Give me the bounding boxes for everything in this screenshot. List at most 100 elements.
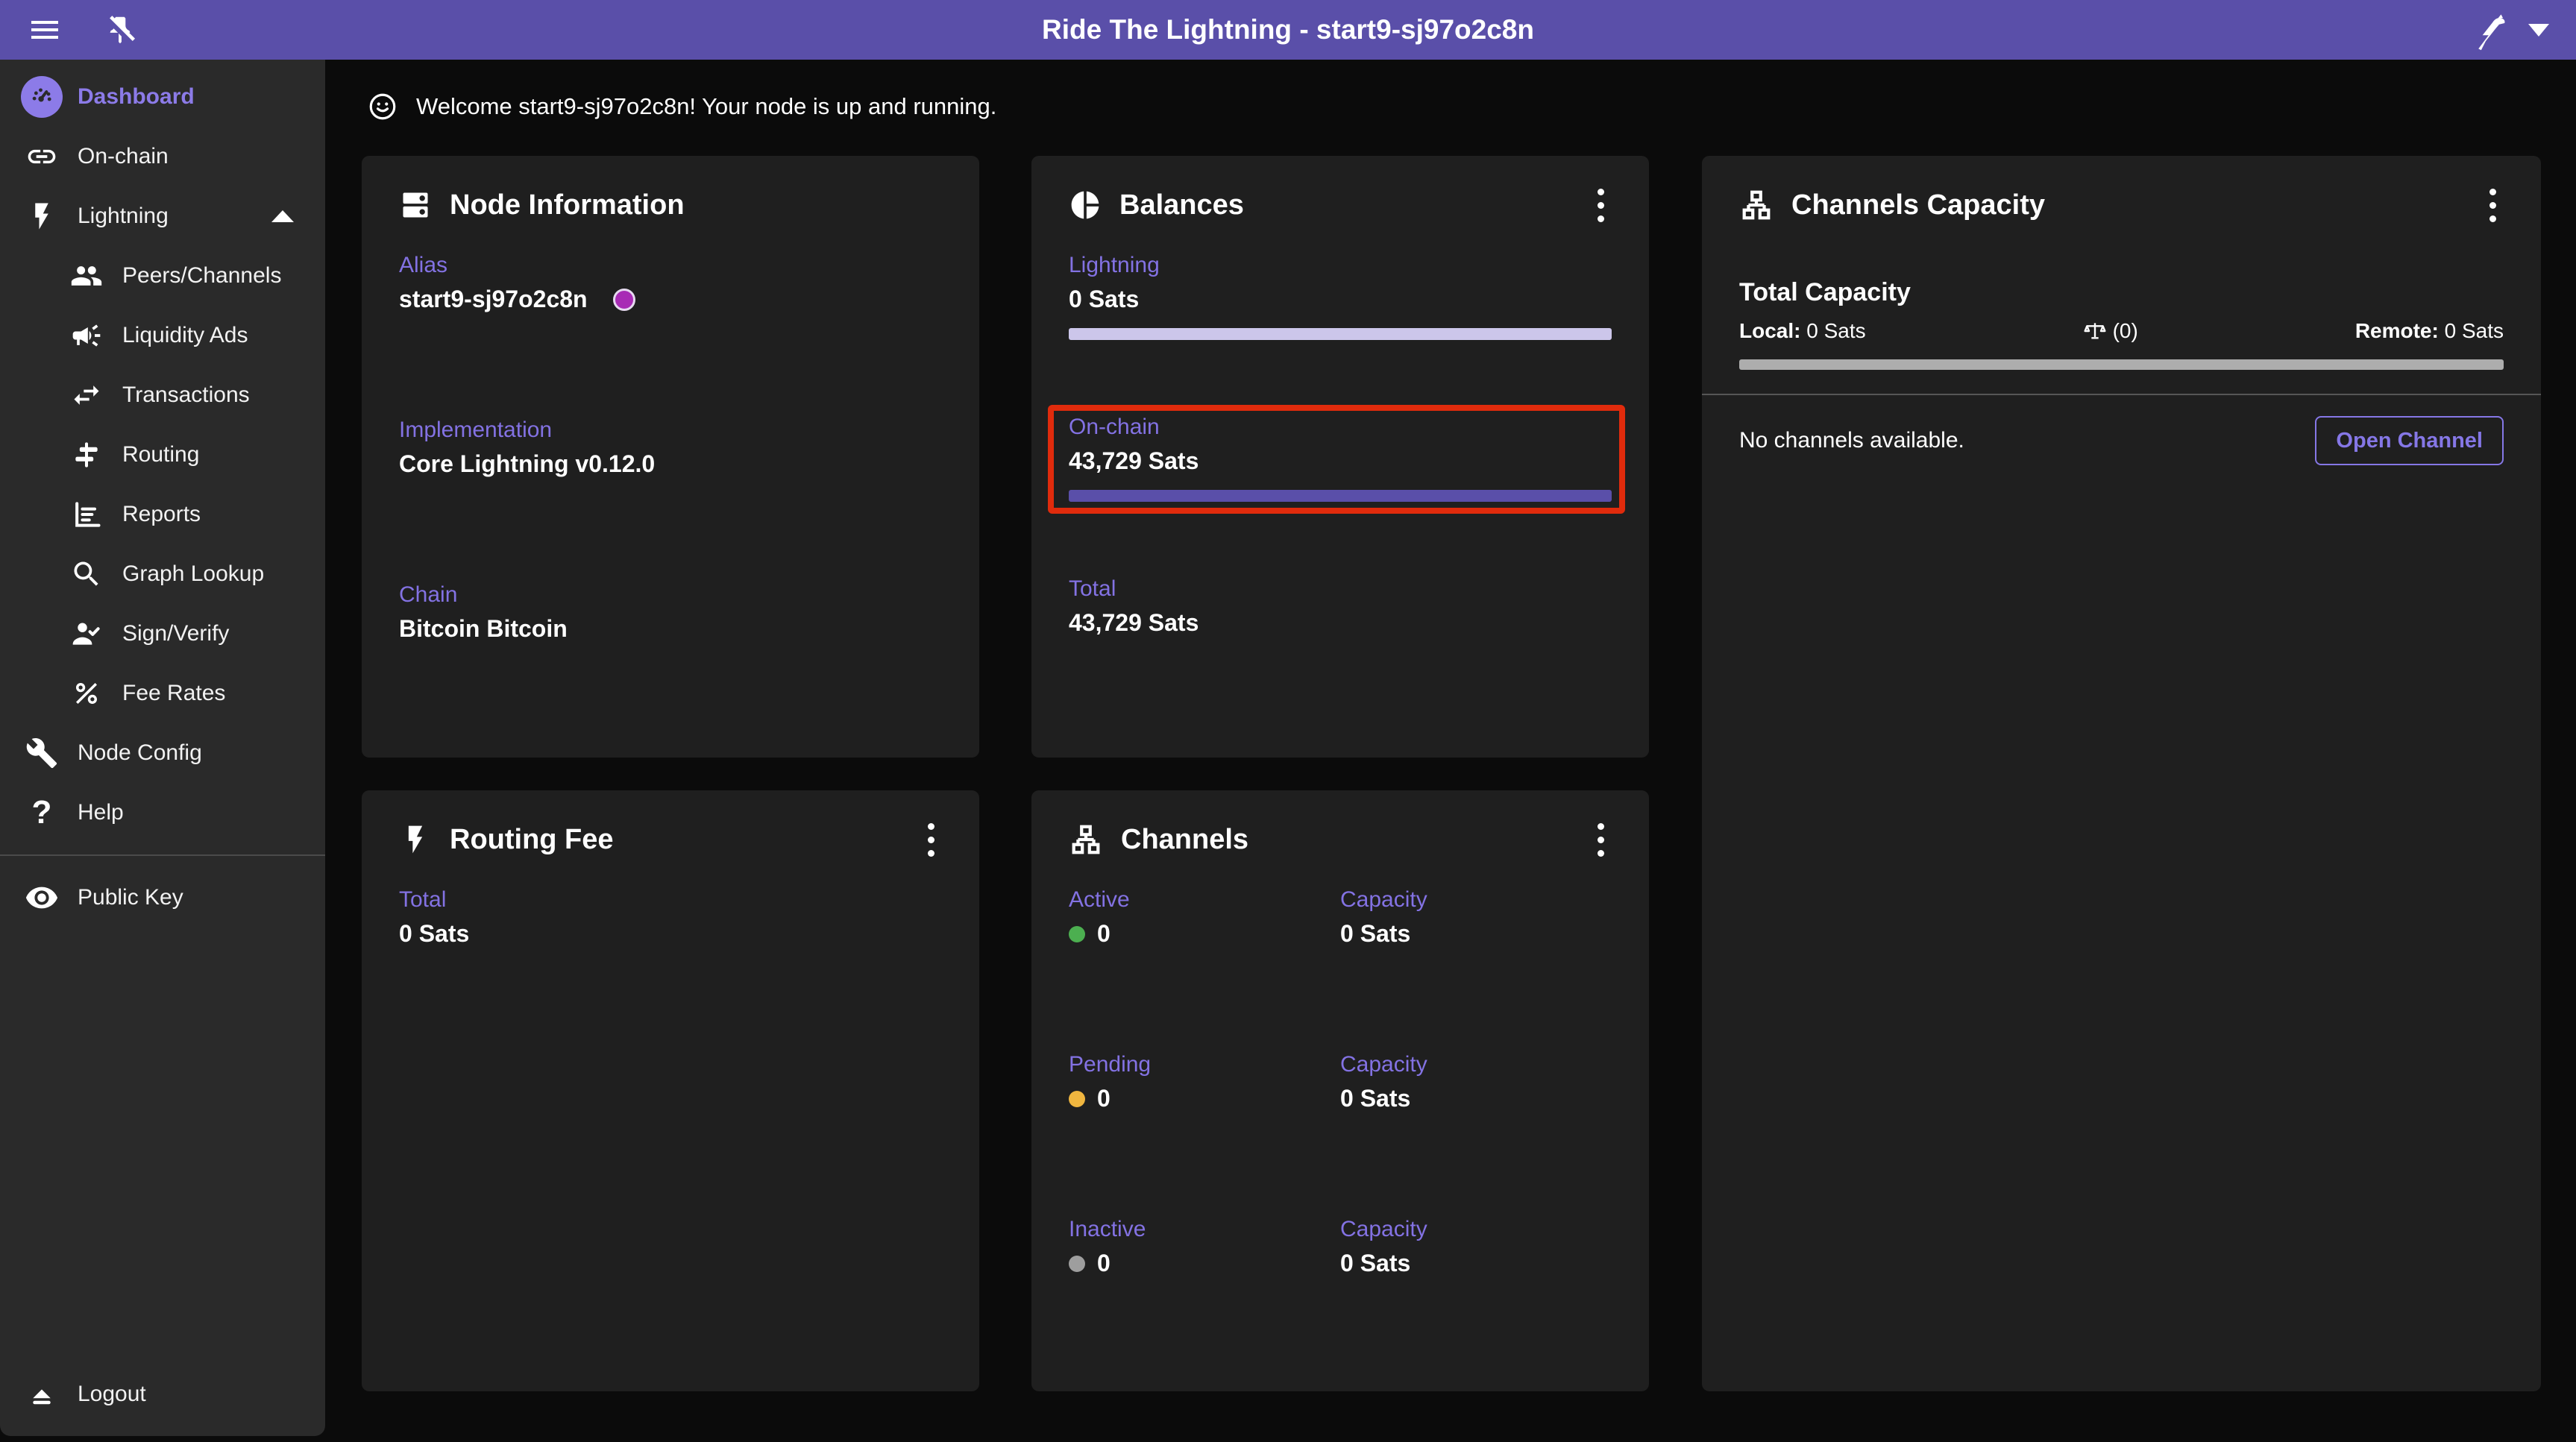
smiley-icon <box>367 91 398 122</box>
sidebar-label: Graph Lookup <box>122 561 265 586</box>
active-status-dot <box>1069 925 1085 942</box>
sidebar-label: Logout <box>78 1382 146 1406</box>
lightning-balance-label: Lightning <box>1069 253 1160 277</box>
sidebar-item-routing[interactable]: Routing <box>0 425 325 485</box>
total-balance-value: 43,729 Sats <box>1069 609 1199 636</box>
megaphone-icon <box>66 315 107 356</box>
sidebar-label: On-chain <box>78 144 169 169</box>
top-app-bar: Ride The Lightning - start9-sj97o2c8n <box>0 0 2576 60</box>
pending-status-dot <box>1069 1090 1085 1107</box>
sidebar-label: Help <box>78 800 124 825</box>
kebab-menu-icon[interactable] <box>2482 184 2504 227</box>
active-channels-cell: Active 0 <box>1069 887 1130 947</box>
alias-label: Alias <box>399 253 448 277</box>
active-capacity-cell: Capacity 0 Sats <box>1340 887 1427 947</box>
remote-capacity: Remote: 0 Sats <box>2354 319 2504 342</box>
bar-chart-icon <box>66 494 107 535</box>
onchain-balance-value: 43,729 Sats <box>1069 447 1199 474</box>
sidebar-item-public-key[interactable]: Public Key <box>0 868 325 928</box>
sidebar-item-logout[interactable]: Logout <box>0 1364 325 1424</box>
balance-count: (0) <box>2112 319 2138 342</box>
sidebar-item-lightning[interactable]: Lightning <box>0 186 325 246</box>
channels-tree-icon <box>1069 822 1103 857</box>
open-channel-button[interactable]: Open Channel <box>2315 416 2504 465</box>
balance-scale-icon <box>2083 319 2107 343</box>
sidebar-label: Transactions <box>122 382 250 407</box>
local-capacity: Local: 0 Sats <box>1739 319 1866 342</box>
sidebar-label: Sign/Verify <box>122 621 230 646</box>
link-icon <box>21 136 63 177</box>
dashboard-gauge-icon <box>21 76 63 118</box>
bolt-icon <box>21 195 63 237</box>
total-balance-label: Total <box>1069 576 1116 601</box>
channels-card: Channels Active 0 Capacity 0 Sats Pendin… <box>1031 790 1649 1391</box>
balance-indicator: (0) <box>2083 319 2138 343</box>
rtl-horse-logo-icon[interactable] <box>2466 8 2509 51</box>
sidebar-item-node-config[interactable]: Node Config <box>0 723 325 783</box>
sidebar-item-help[interactable]: ? Help <box>0 783 325 843</box>
eye-icon <box>21 877 63 919</box>
sidebar-item-on-chain[interactable]: On-chain <box>0 127 325 186</box>
pin-off-icon[interactable] <box>103 13 137 47</box>
hamburger-menu-icon[interactable] <box>27 12 63 48</box>
routing-fee-total-label: Total <box>399 887 447 912</box>
node-color-dot <box>612 288 635 311</box>
capacity-bar <box>1739 359 2504 370</box>
sidebar-label: Public Key <box>78 885 183 910</box>
kebab-menu-icon[interactable] <box>1590 184 1612 227</box>
sidebar-label: Lightning <box>78 204 169 228</box>
card-title: Node Information <box>450 189 685 221</box>
kebab-menu-icon[interactable] <box>1590 819 1612 861</box>
tools-icon <box>21 732 63 774</box>
card-title: Routing Fee <box>450 823 614 855</box>
sidebar-item-reports[interactable]: Reports <box>0 485 325 544</box>
sidebar-item-peers-channels[interactable]: Peers/Channels <box>0 246 325 306</box>
sidebar-item-fee-rates[interactable]: Fee Rates <box>0 664 325 723</box>
chevron-up-icon <box>271 210 294 222</box>
sidebar-label: Liquidity Ads <box>122 323 248 347</box>
sidebar-item-graph-lookup[interactable]: Graph Lookup <box>0 544 325 604</box>
alias-value: start9-sj97o2c8n <box>399 286 588 312</box>
sidebar-nav: Dashboard On-chain Lightning Peers/Chann… <box>0 60 325 1436</box>
node-information-card: Node Information Alias start9-sj97o2c8n … <box>362 156 979 758</box>
implementation-label: Implementation <box>399 418 553 442</box>
account-dropdown-caret-icon[interactable] <box>2528 23 2549 37</box>
total-capacity-label: Total Capacity <box>1739 278 1911 306</box>
inactive-status-dot <box>1069 1255 1085 1272</box>
lightning-balance-value: 0 Sats <box>1069 286 1140 312</box>
inactive-channels-cell: Inactive 0 <box>1069 1217 1146 1276</box>
routing-fee-card: Routing Fee Total 0 Sats <box>362 790 979 1391</box>
chain-label: Chain <box>399 582 458 607</box>
card-divider <box>1702 394 2541 395</box>
pie-chart-icon <box>1069 189 1102 221</box>
sidebar-item-liquidity-ads[interactable]: Liquidity Ads <box>0 306 325 365</box>
card-title: Channels <box>1121 823 1249 855</box>
pending-channels-cell: Pending 0 <box>1069 1052 1152 1112</box>
routing-fee-total-value: 0 Sats <box>399 920 470 947</box>
sidebar-item-transactions[interactable]: Transactions <box>0 365 325 425</box>
question-mark-icon: ? <box>31 794 52 831</box>
kebab-menu-icon[interactable] <box>920 819 942 861</box>
sidebar-item-dashboard[interactable]: Dashboard <box>0 67 325 127</box>
welcome-banner: Welcome start9-sj97o2c8n! Your node is u… <box>367 82 996 131</box>
no-channels-text: No channels available. <box>1739 428 1964 453</box>
sidebar-item-sign-verify[interactable]: Sign/Verify <box>0 604 325 664</box>
bolt-icon <box>399 823 432 856</box>
card-title: Channels Capacity <box>1791 189 2045 221</box>
page-title: Ride The Lightning - start9-sj97o2c8n <box>1042 14 1534 45</box>
people-icon <box>66 255 107 297</box>
pending-capacity-cell: Capacity 0 Sats <box>1340 1052 1427 1112</box>
sidebar-label: Routing <box>122 442 200 467</box>
swap-arrows-icon <box>66 374 107 416</box>
channels-capacity-card: Channels Capacity Total Capacity Local: … <box>1702 156 2541 1391</box>
sidebar-divider <box>0 854 325 856</box>
onchain-balance-label: On-chain <box>1069 415 1160 439</box>
person-check-icon <box>66 613 107 655</box>
balances-card: Balances Lightning 0 Sats On-chain 43,72… <box>1031 156 1649 758</box>
channels-tree-icon <box>1739 188 1774 222</box>
card-title: Balances <box>1119 189 1244 221</box>
search-icon <box>66 553 107 595</box>
eject-icon <box>21 1373 63 1415</box>
sidebar-label: Reports <box>122 502 201 526</box>
implementation-value: Core Lightning v0.12.0 <box>399 450 656 477</box>
